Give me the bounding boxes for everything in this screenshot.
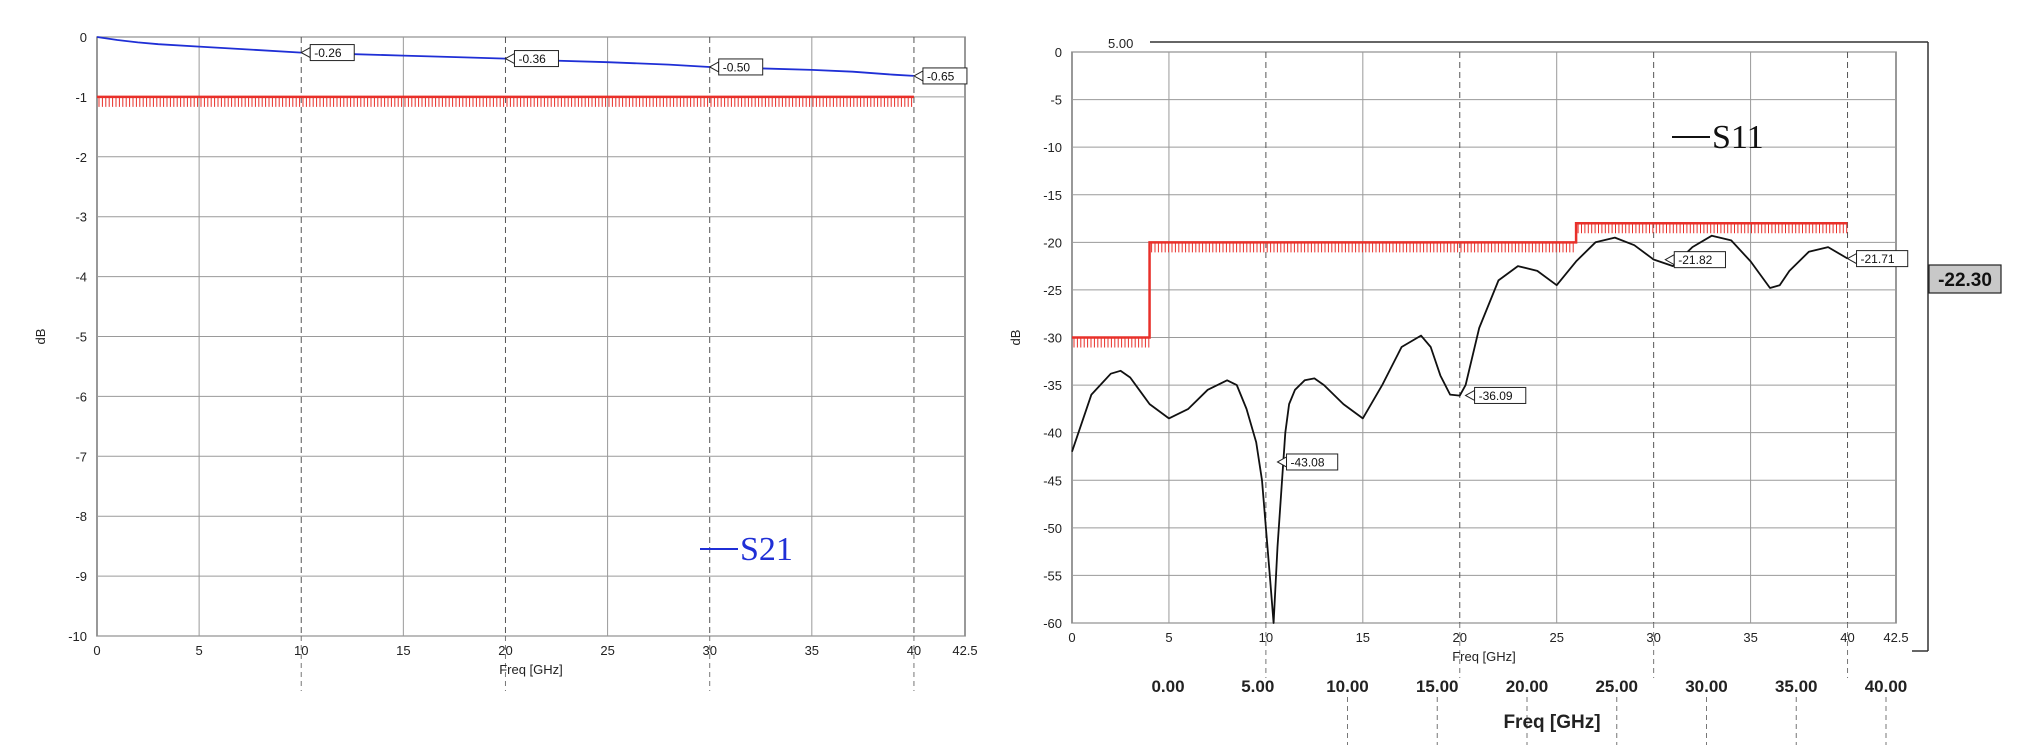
y-tick-label: -40 [1043,426,1062,441]
x-tick-label: 25 [1549,630,1563,645]
side-value-label: -22.30 [1938,270,1992,291]
y-tick-label: -4 [75,270,87,285]
marker-label: -0.65 [927,69,955,83]
y-tick-label: -8 [75,509,87,524]
limit-line-hatch [1577,223,1848,234]
underlay-x-tick-label: 0.00 [1151,677,1184,696]
underlay-x-tick-label: 10.00 [1326,677,1369,696]
marker-label: -0.36 [518,52,546,66]
limit-line-hatch [1151,242,1574,253]
marker-box [513,50,559,68]
x-tick-label: 20 [498,643,512,658]
marker-label: -0.50 [723,60,751,74]
y-tick-label: -9 [75,569,87,584]
x-tick-label: 42.5 [1883,630,1908,645]
y-tick-label: -10 [1043,140,1062,155]
underlay-x-axis-label: Freq [GHz] [1503,712,1600,733]
y-tick-label: -60 [1043,616,1062,631]
x-tick-label: 35 [1743,630,1757,645]
x-tick-label: 5 [196,643,203,658]
y-tick-label: -50 [1043,521,1062,536]
marker-box [1286,453,1339,471]
side-value-box [1928,264,2002,294]
y-tick-label: -3 [75,210,87,225]
marker-box [718,58,764,76]
y-axis-label: dB [1008,330,1023,346]
underlay-x-tick-label: 15.00 [1416,677,1459,696]
x-axis-label: Freq [GHz] [1452,649,1516,664]
marker-label: -0.26 [314,46,342,60]
underlay-x-tick-label: 5.00 [1241,677,1274,696]
limit-line-hatch [98,96,913,107]
series-line-s11 [1071,234,1848,624]
limit-line-hatch [1073,337,1150,348]
underlay-x-tick-label: 40.00 [1865,677,1908,696]
marker-label: -36.09 [1479,389,1513,403]
marker-box [922,67,968,85]
y-tick-label: -2 [75,150,87,165]
marker-label: -21.71 [1861,252,1895,266]
underlay-x-tick-label: 25.00 [1595,677,1638,696]
y-tick-label: -45 [1043,473,1062,488]
s21-chart: 0 -1 -2 -3 -4 -5 -6 -7 -8 -9 -10 0 5 10 15 20 25 30 35 40 42… [33,30,978,691]
marker-box [1673,251,1726,269]
underlay-top-label: 5.00 [1108,36,1133,51]
x-axis-label: Freq [GHz] [499,662,563,677]
s11-chart: 5.00 0 -5 -10 -15 -20 -25 -30 -35 -40 -45 -50 -55 -60… [1008,36,2002,745]
x-tick-label: 40 [907,643,921,658]
y-tick-label: -15 [1043,188,1062,203]
y-tick-label: -5 [1050,93,1062,108]
y-tick-label: -20 [1043,235,1062,250]
x-tick-label: 15 [1356,630,1370,645]
marker-box [1474,386,1527,404]
x-tick-label: 25 [600,643,614,658]
y-tick-label: -6 [75,389,87,404]
y-tick-label: -55 [1043,568,1062,583]
x-tick-label: 10 [294,643,308,658]
underlay-x-tick-label: 20.00 [1506,677,1549,696]
x-tick-label: 30 [1646,630,1660,645]
y-tick-label: 0 [1055,45,1062,60]
marker-label: -21.82 [1678,253,1712,267]
x-tick-label: 10 [1259,630,1273,645]
y-tick-label: -10 [68,629,87,644]
y-tick-label: -30 [1043,331,1062,346]
y-tick-label: -35 [1043,378,1062,393]
y-tick-label: 0 [80,30,87,45]
x-tick-label: 40 [1840,630,1854,645]
legend-entry: S21 [740,531,793,568]
x-tick-label: 35 [805,643,819,658]
y-tick-label: -1 [75,90,87,105]
x-tick-label: 0 [1068,630,1075,645]
y-axis-label: dB [33,329,48,345]
x-tick-label: 20 [1453,630,1467,645]
y-tick-label: -5 [75,330,87,345]
series-line-s21 [96,36,914,77]
marker-box [1856,250,1909,268]
marker-box [309,44,355,62]
x-tick-label: 0 [93,643,100,658]
y-tick-label: -7 [75,449,87,464]
marker-label: -43.08 [1291,455,1325,469]
x-tick-label: 15 [396,643,410,658]
underlay-x-tick-label: 30.00 [1685,677,1728,696]
underlay-x-tick-label: 35.00 [1775,677,1818,696]
legend-entry: S11 [1712,119,1764,156]
x-tick-label: 42.5 [952,643,977,658]
x-tick-label: 5 [1165,630,1172,645]
y-tick-label: -25 [1043,283,1062,298]
x-tick-label: 30 [702,643,716,658]
